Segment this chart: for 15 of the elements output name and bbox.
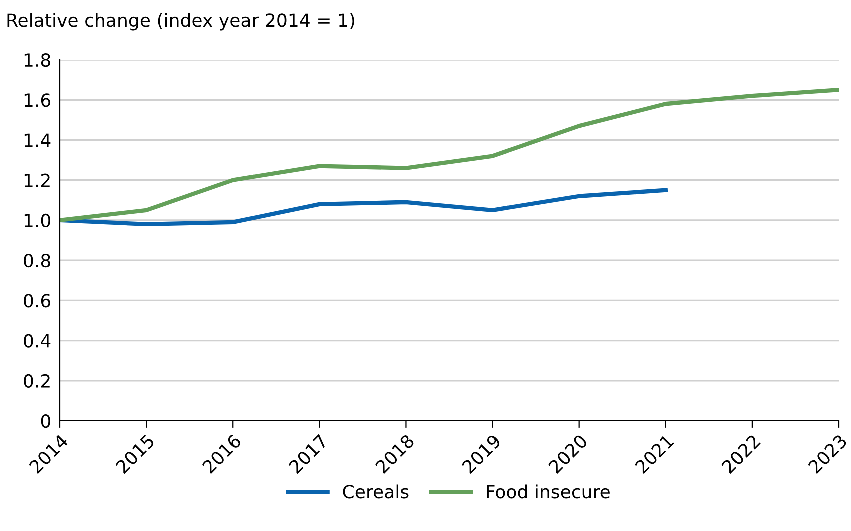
y-tick-label: 1.2 bbox=[24, 174, 50, 188]
y-tick-label: 0.4 bbox=[24, 334, 51, 348]
y-tick-label: 1.8 bbox=[24, 53, 50, 68]
y-tick-label: 1.0 bbox=[24, 214, 50, 228]
legend-label: Cereals bbox=[343, 484, 409, 499]
y-tick-label: 0.2 bbox=[24, 374, 50, 388]
y-tick-label: 0.6 bbox=[24, 294, 51, 308]
y-axis-title: Relative change (index year 2014 = 1) bbox=[8, 13, 354, 31]
y-tick-label: 0 bbox=[41, 414, 50, 428]
y-tick-label: 1.4 bbox=[24, 134, 51, 148]
line-series bbox=[60, 88, 839, 223]
y-tick-label: 0.8 bbox=[24, 254, 50, 268]
line-series bbox=[60, 188, 668, 227]
legend-label: Food insecure bbox=[487, 484, 610, 499]
y-tick-label: 1.6 bbox=[24, 94, 51, 108]
